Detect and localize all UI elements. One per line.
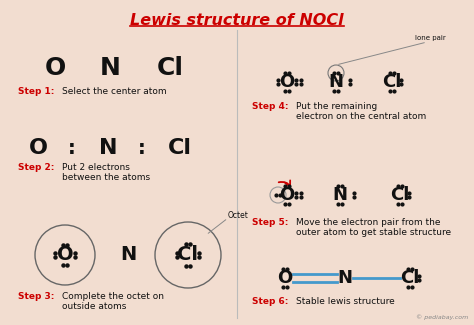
Text: N: N [99, 138, 117, 158]
Text: Step 6:: Step 6: [252, 297, 288, 306]
Text: O: O [45, 56, 65, 80]
Text: Step 3:: Step 3: [18, 292, 55, 301]
Text: N: N [100, 56, 120, 80]
Text: N: N [120, 245, 136, 265]
Text: Cl: Cl [401, 269, 419, 287]
Text: Put 2 electrons
between the atoms: Put 2 electrons between the atoms [62, 163, 150, 182]
Text: O: O [277, 269, 292, 287]
Text: Select the center atom: Select the center atom [62, 87, 167, 96]
Text: Cl: Cl [156, 56, 183, 80]
Text: © pediabay.com: © pediabay.com [416, 314, 468, 320]
Text: Step 5:: Step 5: [252, 218, 288, 227]
Text: Put the remaining
electron on the central atom: Put the remaining electron on the centra… [296, 102, 426, 122]
Text: Cl: Cl [177, 245, 199, 265]
Text: lone pair: lone pair [415, 35, 446, 41]
Text: Complete the octet on
outside atoms: Complete the octet on outside atoms [62, 292, 164, 311]
Text: Step 4:: Step 4: [252, 102, 289, 111]
Text: Cl: Cl [383, 73, 401, 91]
Text: N: N [328, 73, 344, 91]
Text: Lewis structure of NOCl: Lewis structure of NOCl [130, 13, 344, 28]
Text: O: O [57, 245, 73, 265]
Text: Cl: Cl [390, 186, 410, 204]
Text: N: N [332, 186, 347, 204]
Text: Octet: Octet [228, 211, 249, 219]
Text: :: : [68, 138, 76, 158]
Text: :: : [138, 138, 146, 158]
Text: O: O [279, 186, 295, 204]
Text: N: N [337, 269, 353, 287]
Text: Step 2:: Step 2: [18, 163, 55, 172]
Text: O: O [279, 73, 295, 91]
Text: Move the electron pair from the
outer atom to get stable structure: Move the electron pair from the outer at… [296, 218, 451, 237]
Text: Stable lewis structure: Stable lewis structure [296, 297, 395, 306]
Text: Cl: Cl [168, 138, 192, 158]
Text: O: O [28, 138, 47, 158]
Text: Step 1:: Step 1: [18, 87, 55, 96]
